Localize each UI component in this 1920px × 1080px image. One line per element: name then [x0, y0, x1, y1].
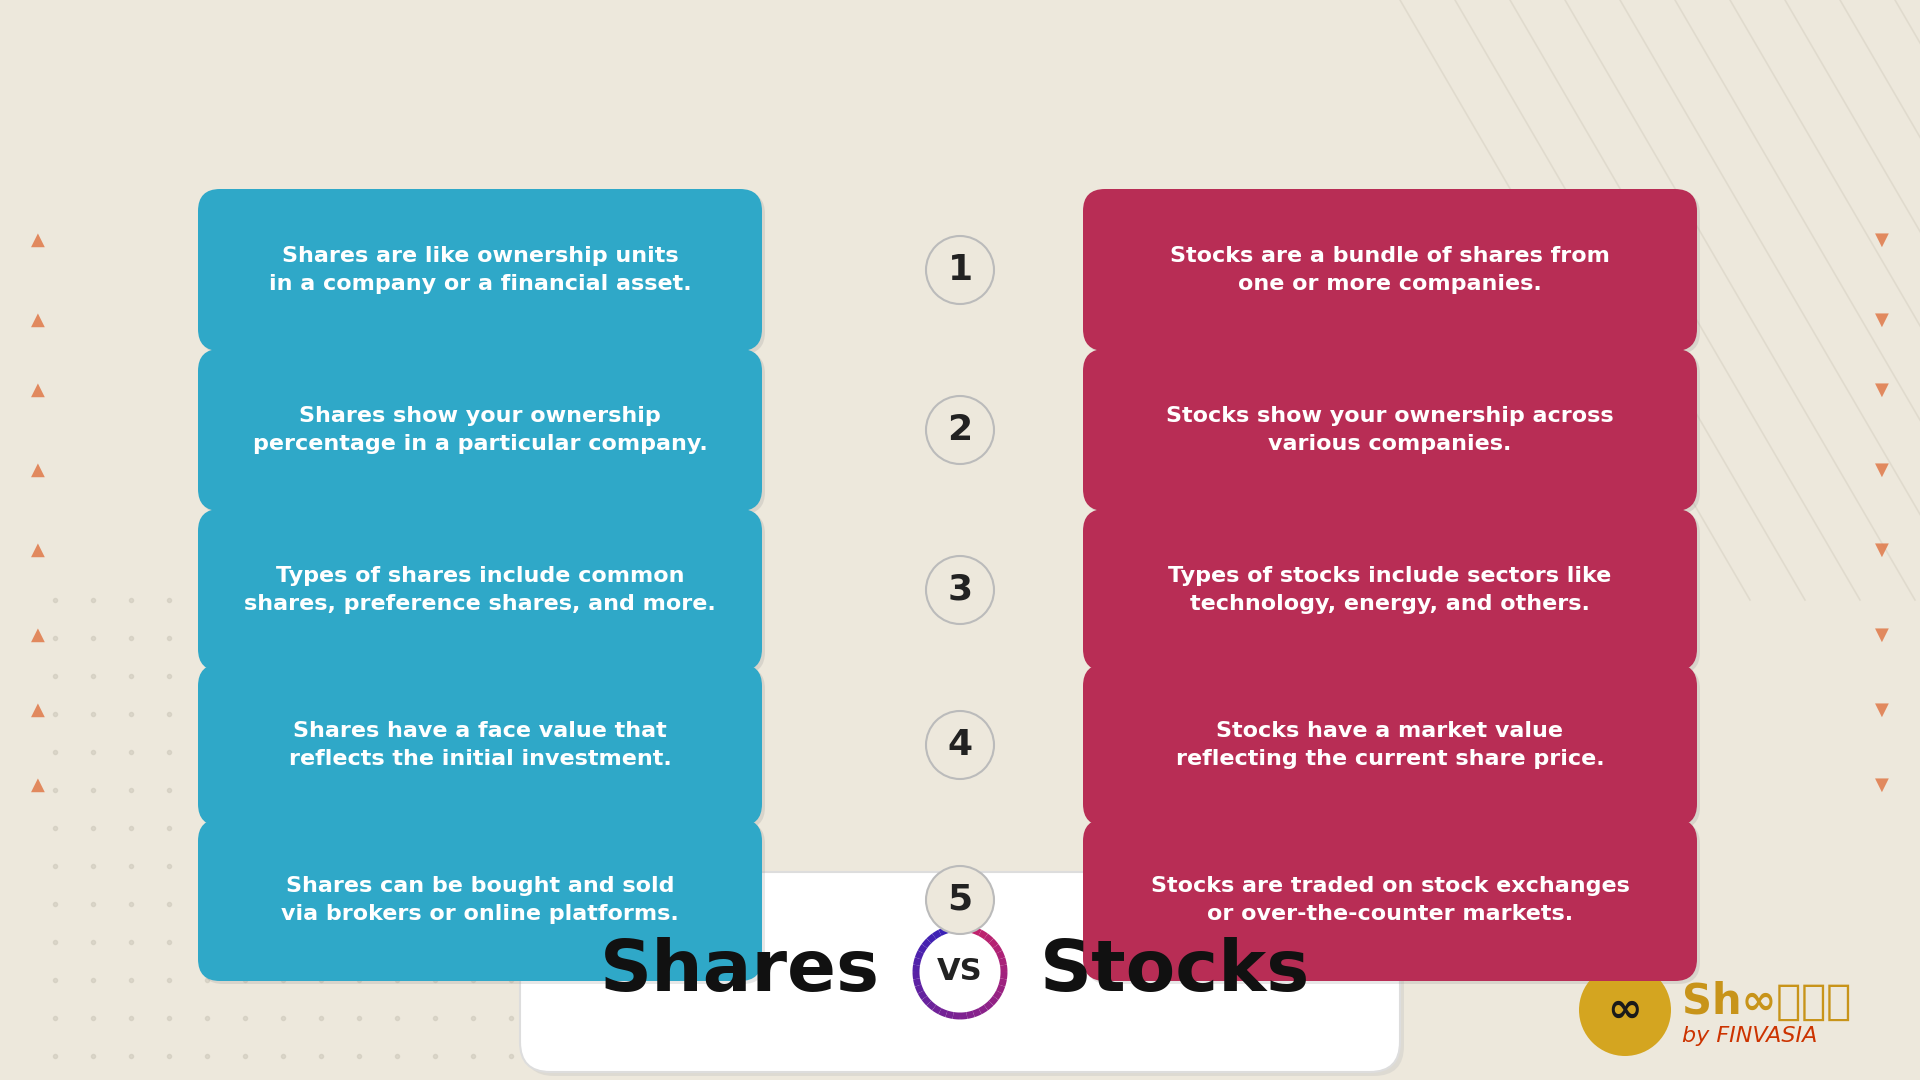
Text: 3: 3: [947, 573, 973, 607]
Text: ∞: ∞: [1607, 989, 1642, 1031]
Text: Stocks are traded on stock exchanges
or over-the-counter markets.: Stocks are traded on stock exchanges or …: [1150, 876, 1630, 924]
Text: ▼: ▼: [1876, 777, 1889, 794]
Text: ▼: ▼: [1876, 701, 1889, 719]
Text: Stocks: Stocks: [1041, 937, 1309, 1007]
Text: 4: 4: [947, 728, 973, 762]
Text: Stocks are a bundle of shares from
one or more companies.: Stocks are a bundle of shares from one o…: [1169, 246, 1611, 294]
FancyBboxPatch shape: [524, 876, 1404, 1076]
Circle shape: [1578, 964, 1670, 1056]
Text: Shares have a face value that
reflects the initial investment.: Shares have a face value that reflects t…: [288, 721, 672, 769]
FancyBboxPatch shape: [198, 664, 762, 826]
Text: Shares are like ownership units
in a company or a financial asset.: Shares are like ownership units in a com…: [269, 246, 691, 294]
Text: Sh∞न्य: Sh∞न्य: [1682, 981, 1851, 1023]
FancyBboxPatch shape: [1087, 822, 1699, 984]
Text: ▲: ▲: [31, 461, 44, 480]
FancyBboxPatch shape: [198, 819, 762, 981]
Text: 2: 2: [947, 413, 973, 447]
Text: Shares show your ownership
percentage in a particular company.: Shares show your ownership percentage in…: [253, 406, 707, 454]
FancyBboxPatch shape: [1083, 509, 1697, 671]
FancyBboxPatch shape: [202, 822, 764, 984]
Text: Shares can be bought and sold
via brokers or online platforms.: Shares can be bought and sold via broker…: [280, 876, 680, 924]
FancyBboxPatch shape: [1087, 352, 1699, 514]
FancyBboxPatch shape: [1083, 819, 1697, 981]
FancyBboxPatch shape: [198, 509, 762, 671]
FancyBboxPatch shape: [1087, 512, 1699, 674]
Text: ▲: ▲: [31, 777, 44, 794]
Text: Types of shares include common
shares, preference shares, and more.: Types of shares include common shares, p…: [244, 566, 716, 615]
Circle shape: [925, 237, 995, 303]
FancyBboxPatch shape: [1083, 189, 1697, 351]
Text: ▲: ▲: [31, 541, 44, 559]
Text: ▼: ▼: [1876, 541, 1889, 559]
Text: ▲: ▲: [31, 701, 44, 719]
Text: ▼: ▼: [1876, 626, 1889, 644]
FancyBboxPatch shape: [202, 667, 764, 829]
Text: ▲: ▲: [31, 626, 44, 644]
Text: ▼: ▼: [1876, 381, 1889, 399]
Text: 1: 1: [947, 253, 973, 287]
Circle shape: [925, 866, 995, 934]
Circle shape: [925, 396, 995, 464]
Text: ▼: ▼: [1876, 311, 1889, 329]
Text: Types of stocks include sectors like
technology, energy, and others.: Types of stocks include sectors like tec…: [1169, 566, 1611, 615]
Text: ▲: ▲: [31, 311, 44, 329]
Text: Stocks show your ownership across
various companies.: Stocks show your ownership across variou…: [1165, 406, 1615, 454]
Circle shape: [925, 556, 995, 624]
Text: ▼: ▼: [1876, 231, 1889, 249]
Text: ▲: ▲: [31, 381, 44, 399]
FancyBboxPatch shape: [202, 352, 764, 514]
Circle shape: [925, 711, 995, 779]
FancyBboxPatch shape: [198, 349, 762, 511]
FancyBboxPatch shape: [1087, 192, 1699, 354]
Circle shape: [922, 933, 998, 1011]
FancyBboxPatch shape: [202, 512, 764, 674]
FancyBboxPatch shape: [1087, 667, 1699, 829]
Text: VS: VS: [937, 958, 983, 986]
FancyBboxPatch shape: [198, 189, 762, 351]
Text: 5: 5: [947, 883, 973, 917]
Text: ▼: ▼: [1876, 461, 1889, 480]
FancyBboxPatch shape: [1083, 664, 1697, 826]
FancyBboxPatch shape: [520, 872, 1400, 1072]
Text: by FINVASIA: by FINVASIA: [1682, 1026, 1818, 1047]
Text: Stocks have a market value
reflecting the current share price.: Stocks have a market value reflecting th…: [1175, 721, 1605, 769]
Text: Shares: Shares: [599, 937, 879, 1007]
Text: ▲: ▲: [31, 231, 44, 249]
FancyBboxPatch shape: [1083, 349, 1697, 511]
FancyBboxPatch shape: [202, 192, 764, 354]
